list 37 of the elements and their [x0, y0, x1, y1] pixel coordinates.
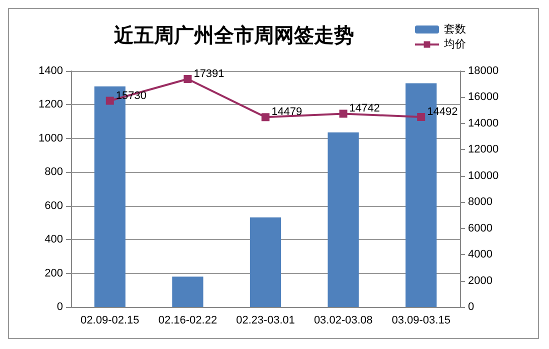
y-tick-label: 200 [44, 267, 63, 280]
x-tick-label: 02.16-02.22 [158, 314, 218, 326]
point [417, 112, 426, 121]
y2-tick-label: 8000 [468, 196, 492, 208]
legend-label: 套数 [444, 24, 466, 36]
bar [328, 132, 359, 307]
x-tick-label: 03.09-03.15 [392, 314, 450, 326]
y2-tick-label: 2000 [468, 274, 492, 287]
x-tick-label: 02.23-03.01 [236, 314, 295, 326]
x-tick-label: 03.02-03.08 [314, 314, 373, 326]
y-tick-label: 600 [44, 200, 63, 212]
bar [172, 276, 204, 307]
y-tick-label: 1200 [38, 98, 63, 111]
y2-tick-label: 4000 [468, 248, 492, 261]
y2-tick-label: 10000 [468, 170, 499, 182]
y-tick-label: 800 [44, 166, 63, 178]
data-label: 14742 [349, 102, 380, 115]
y2-tick-label: 18000 [468, 65, 499, 77]
y-tick-label: 1000 [38, 132, 63, 144]
point [339, 110, 348, 118]
point [106, 96, 114, 105]
x-tick-label: 02.09-02.15 [80, 314, 140, 326]
point [184, 74, 192, 83]
y-tick-label: 1400 [38, 65, 63, 77]
y-tick-label: 0 [56, 301, 63, 313]
y2-tick-label: 12000 [468, 144, 499, 156]
y2-tick-label: 0 [468, 301, 474, 313]
y2-tick-label: 6000 [468, 222, 492, 234]
legend-label: 均价 [443, 38, 466, 50]
y2-tick-label: 16000 [468, 91, 499, 104]
data-label: 14479 [272, 106, 302, 118]
bar [250, 217, 282, 307]
point [262, 113, 270, 122]
data-label: 17391 [194, 68, 224, 80]
y-tick-label: 400 [44, 234, 63, 246]
chart-title: 近五周广州全市周网签走势 [113, 24, 354, 47]
y2-tick-label: 14000 [468, 117, 499, 130]
